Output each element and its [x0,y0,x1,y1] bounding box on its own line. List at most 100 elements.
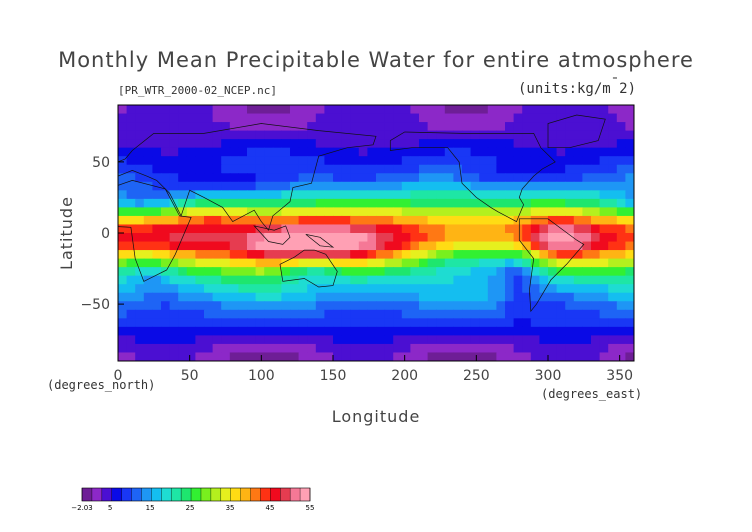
field-cell [599,233,609,243]
field-cell [599,207,609,217]
field-cell [573,241,583,251]
field-cell [479,275,489,285]
field-cell [470,326,480,336]
field-cell [462,233,472,243]
field-cell [118,156,128,166]
field-cell [539,343,549,354]
field-cell [582,309,592,319]
field-cell [290,275,300,285]
field-cell [436,190,446,200]
field-cell [565,198,575,208]
field-cell [238,309,248,319]
field-cell [324,181,334,191]
field-cell [582,181,592,191]
field-cell [573,309,583,319]
field-cell [419,122,429,132]
field-cell [625,164,634,174]
field-cell [470,156,480,166]
field-cell [195,352,205,361]
field-cell [118,318,128,328]
field-cell [341,224,351,234]
field-cell [462,343,472,354]
field-cell [161,250,171,260]
field-cell [333,173,343,183]
field-cell [505,258,515,268]
field-cell [367,105,377,115]
field-cell [204,190,214,200]
field-cell [161,224,171,234]
field-cell [290,173,300,183]
field-cell [212,267,222,277]
field-cell [522,105,532,115]
field-cell [161,318,171,328]
field-cell [169,215,179,226]
field-cell [479,173,489,183]
field-cell [229,164,239,174]
field-cell [152,335,162,345]
field-cell [376,224,386,234]
field-cell [582,352,592,361]
field-cell [212,207,222,217]
field-cell [548,258,558,268]
field-cell [238,292,248,302]
field-cell [582,267,592,277]
field-cell [573,301,583,311]
field-cell [505,318,515,328]
field-cell [419,224,429,234]
field-cell [539,250,549,260]
field-cell [530,122,540,132]
field-cell [522,113,532,123]
field-cell [135,130,145,140]
field-cell [479,301,489,311]
field-cell [229,343,239,354]
field-cell [195,335,205,345]
field-cell [376,113,386,123]
field-cell [315,198,325,208]
field-cell [126,352,136,361]
field-cell [358,190,368,200]
field-cell [462,250,472,260]
chart-title: Monthly Mean Precipitable Water for enti… [58,48,694,72]
field-cell [496,233,506,243]
field-cell [358,139,368,149]
field-cell [556,215,566,226]
field-cell [496,173,506,183]
field-cell [350,156,360,166]
field-cell [573,198,583,208]
field-cell [530,139,540,149]
field-cell [264,318,274,328]
field-cell [333,301,343,311]
field-cell [616,250,626,260]
field-cell [350,173,360,183]
field-cell [255,352,265,361]
field-cell [307,113,317,123]
field-cell [565,190,575,200]
field-cell [126,113,136,123]
field-cell [608,326,618,336]
field-cell [272,215,282,226]
field-cell [126,156,136,166]
field-cell [238,250,248,260]
field-cell [548,207,558,217]
field-cell [143,190,153,200]
field-cell [599,173,609,183]
field-cell [436,241,446,251]
field-cell [178,335,188,345]
field-cell [505,233,515,243]
field-cell [513,250,523,260]
field-cell [539,258,549,268]
field-cell [290,241,300,251]
field-cell [186,301,196,311]
field-cell [298,250,308,260]
field-cell [393,275,403,285]
field-cell [616,181,626,191]
field-cell [290,139,300,149]
field-cell [410,343,420,354]
field-cell [204,122,214,132]
field-cell [307,233,317,243]
field-cell [135,292,145,302]
field-cell [384,113,394,123]
field-cell [212,318,222,328]
field-cell [427,258,437,268]
field-cell [513,181,523,191]
